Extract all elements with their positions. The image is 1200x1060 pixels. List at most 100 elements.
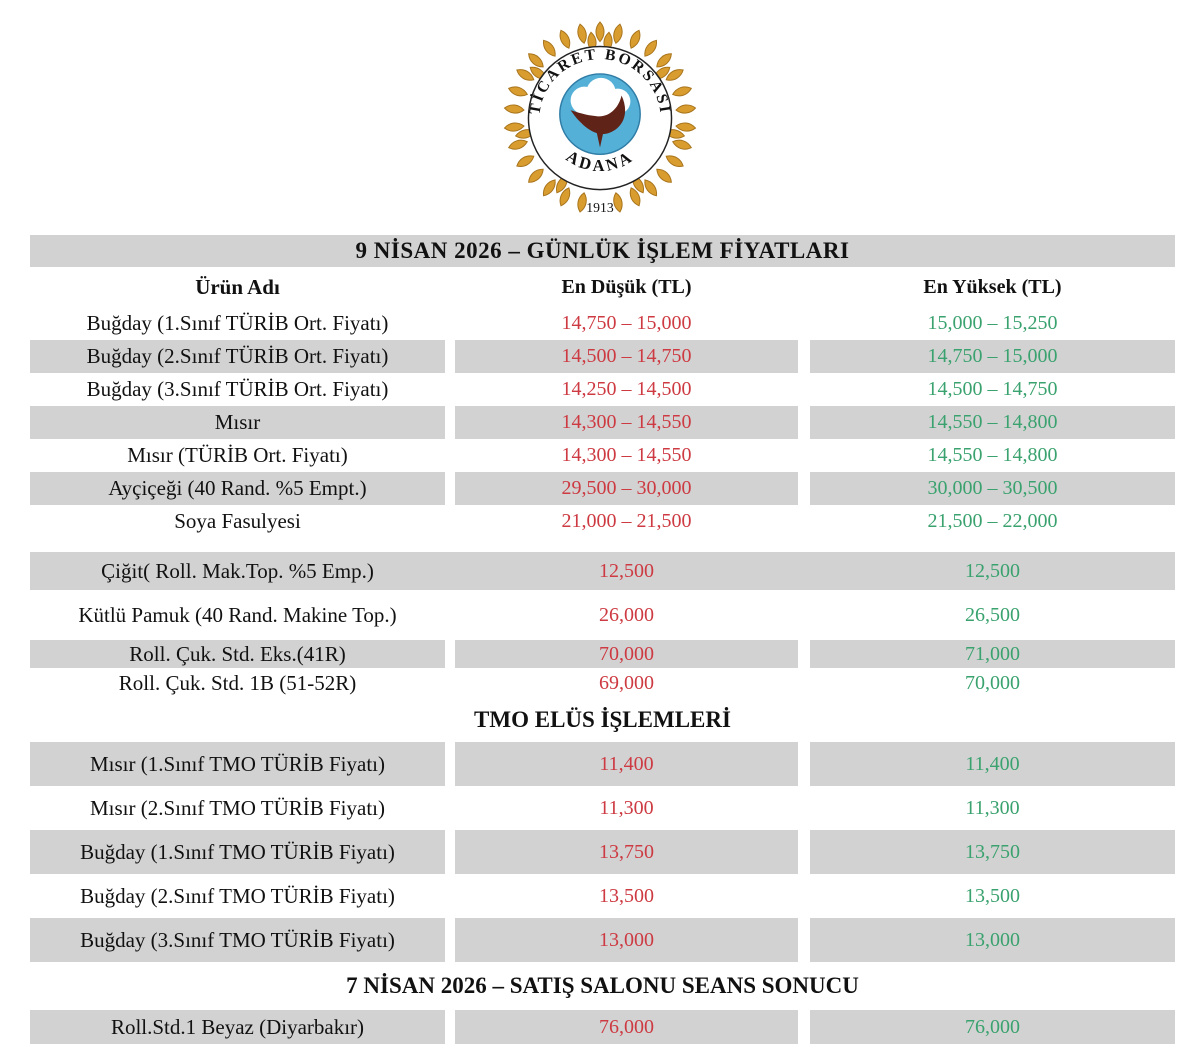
high-price-cell: 12,500 [810,552,1175,590]
column-header-row: Ürün Adı En Düşük (TL) En Yüksek (TL) [30,267,1175,307]
column-gutter [445,786,455,830]
high-price-cell: 13,750 [810,830,1175,874]
table-row: Buğday (3.Sınıf TÜRİB Ort. Fiyatı) 14,25… [30,373,1175,406]
column-gutter [445,590,455,640]
low-price-cell: 13,000 [455,918,798,962]
table-row: Buğday (2.Sınıf TMO TÜRİB Fiyatı) 13,500… [30,874,1175,918]
column-gutter [798,406,810,439]
table-row: Buğday (1.Sınıf TMO TÜRİB Fiyatı) 13,750… [30,830,1175,874]
high-price-cell: 14,550 – 14,800 [927,444,1058,466]
table-row: Buğday (2.Sınıf TÜRİB Ort. Fiyatı) 14,50… [30,340,1175,373]
table-row: Buğday (3.Sınıf TMO TÜRİB Fiyatı) 13,000… [30,918,1175,962]
table-row: Mısır (TÜRİB Ort. Fiyatı) 14,300 – 14,55… [30,439,1175,472]
high-price-cell: 71,000 [810,640,1175,668]
high-price-cell: 11,300 [965,796,1020,819]
high-price-cell: 26,500 [965,603,1020,626]
low-price-cell: 14,300 – 14,550 [561,444,692,466]
column-gutter [798,786,810,830]
table-row: Çiğit( Roll. Mak.Top. %5 Emp.) 12,500 12… [30,552,1175,590]
table-row: Roll. Çuk. Std. 1B (51-52R) 69,000 70,00… [30,668,1175,698]
column-gutter [798,552,810,590]
low-price-cell: 11,400 [455,742,798,786]
low-price-cell: 12,500 [455,552,798,590]
column-gutter [798,307,810,340]
column-gutter [798,918,810,962]
high-price-cell: 30,000 – 30,500 [810,472,1175,505]
product-name-cell: Buğday (2.Sınıf TÜRİB Ort. Fiyatı) [30,340,445,373]
high-price-cell: 13,000 [810,918,1175,962]
column-gutter [798,340,810,373]
table-row: Kütlü Pamuk (40 Rand. Makine Top.) 26,00… [30,590,1175,640]
tmo-section-title: TMO ELÜS İŞLEMLERİ [30,698,1175,742]
low-price-cell: 26,000 [599,603,654,626]
column-gutter [798,830,810,874]
low-price-cell: 14,250 – 14,500 [561,378,692,400]
product-name-cell: Ayçiçeği (40 Rand. %5 Empt.) [30,472,445,505]
column-gutter [445,307,455,340]
column-gutter [798,874,810,918]
product-name-cell: Roll. Çuk. Std. Eks.(41R) [30,640,445,668]
low-price-cell: 13,500 [599,884,654,907]
column-header-product: Ürün Adı [195,274,280,299]
low-price-cell: 69,000 [599,671,654,694]
column-gutter [445,742,455,786]
high-price-cell: 14,500 – 14,750 [927,378,1058,400]
product-name-cell: Roll. Çuk. Std. 1B (51-52R) [118,670,357,695]
column-gutter [445,918,455,962]
table-row: Mısır (1.Sınıf TMO TÜRİB Fiyatı) 11,400 … [30,742,1175,786]
low-price-cell: 70,000 [455,640,798,668]
adana-ticaret-borsasi-logo: TİCARET BORSASI ADANA 1913 [502,20,698,220]
table-row: Roll.Std.1 Beyaz (Diyarbakır) 76,000 76,… [30,1010,1175,1044]
column-gutter [445,874,455,918]
high-price-cell: 15,000 – 15,250 [927,312,1058,334]
high-price-cell: 70,000 [965,671,1020,694]
low-price-cell: 11,300 [599,796,654,819]
column-gutter [445,406,455,439]
column-gutter [445,830,455,874]
column-gutter [798,373,810,406]
column-header-high: En Yüksek (TL) [923,275,1062,298]
column-gutter [798,742,810,786]
column-gutter [445,1010,455,1044]
high-price-cell: 13,500 [965,884,1020,907]
table-row: Buğday (1.Sınıf TÜRİB Ort. Fiyatı) 14,75… [30,307,1175,340]
low-price-cell: 76,000 [455,1010,798,1044]
product-name-cell: Çiğit( Roll. Mak.Top. %5 Emp.) [30,552,445,590]
product-name-cell: Buğday (3.Sınıf TÜRİB Ort. Fiyatı) [86,377,389,401]
table-row: Mısır 14,300 – 14,550 14,550 – 14,800 [30,406,1175,439]
column-gutter [445,439,455,472]
logo-seal-icon: TİCARET BORSASI ADANA 1913 [503,21,697,215]
column-gutter [445,668,455,698]
table-row: Roll. Çuk. Std. Eks.(41R) 70,000 71,000 [30,640,1175,668]
daily-table-title: 9 NİSAN 2026 – GÜNLÜK İŞLEM FİYATLARI [30,235,1175,267]
column-gutter [445,640,455,668]
cotton-emblem-icon [559,73,641,156]
product-name-cell: Buğday (2.Sınıf TMO TÜRİB Fiyatı) [80,883,395,908]
low-price-cell: 29,500 – 30,000 [455,472,798,505]
low-price-cell: 13,750 [455,830,798,874]
product-name-cell: Mısır (2.Sınıf TMO TÜRİB Fiyatı) [90,795,385,820]
column-header-low: En Düşük (TL) [561,275,692,298]
low-price-cell: 14,500 – 14,750 [455,340,798,373]
product-name-cell: Buğday (1.Sınıf TÜRİB Ort. Fiyatı) [86,311,389,335]
table-row: Mısır (2.Sınıf TMO TÜRİB Fiyatı) 11,300 … [30,786,1175,830]
column-gutter [445,340,455,373]
high-price-cell: 21,500 – 22,000 [927,510,1058,532]
high-price-cell: 14,550 – 14,800 [810,406,1175,439]
product-name-cell: Mısır (TÜRİB Ort. Fiyatı) [127,443,348,467]
product-name-cell: Mısır [30,406,445,439]
high-price-cell: 76,000 [810,1010,1175,1044]
logo-year-text: 1913 [586,200,614,215]
table-row: Soya Fasulyesi 21,000 – 21,500 21,500 – … [30,505,1175,538]
column-gutter [798,505,810,538]
product-name-cell: Kütlü Pamuk (40 Rand. Makine Top.) [78,602,397,627]
low-price-cell: 14,750 – 15,000 [561,312,692,334]
column-gutter [798,590,810,640]
column-gutter [798,472,810,505]
low-price-cell: 21,000 – 21,500 [561,510,692,532]
column-gutter [798,640,810,668]
product-name-cell: Roll.Std.1 Beyaz (Diyarbakır) [30,1010,445,1044]
column-gutter [445,552,455,590]
high-price-cell: 11,400 [810,742,1175,786]
column-gutter [445,472,455,505]
